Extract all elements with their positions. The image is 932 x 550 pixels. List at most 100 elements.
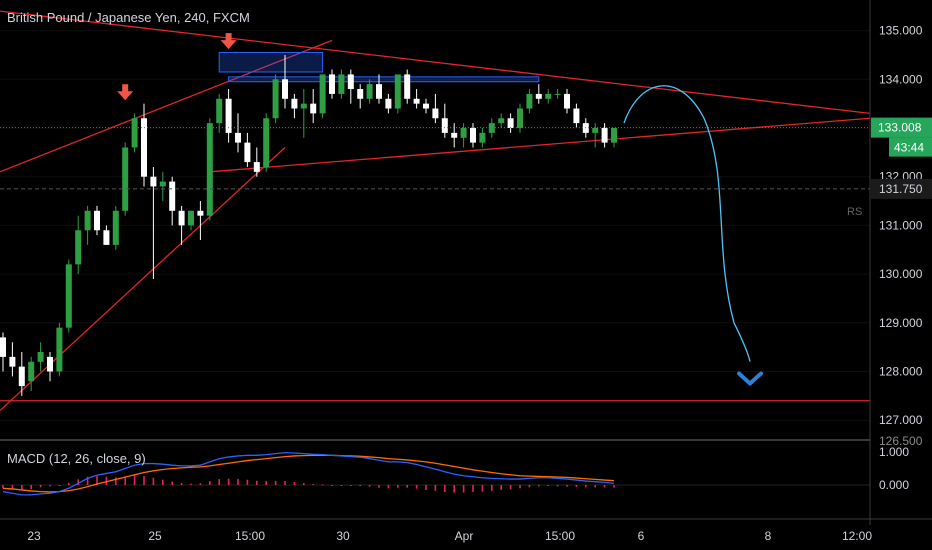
macd-histogram-bar (425, 485, 427, 490)
candle-body (479, 132, 486, 143)
macd-histogram-bar (340, 485, 343, 486)
candle (18, 352, 25, 396)
candle-body (601, 128, 608, 143)
candle-body (206, 123, 213, 216)
candle (404, 69, 411, 104)
candle-body (9, 356, 16, 367)
down-arrow-icon (220, 33, 237, 50)
candle-body (564, 93, 570, 109)
candle (460, 123, 467, 148)
candle (75, 215, 82, 275)
macd-histogram-bar (293, 482, 296, 485)
candle (282, 54, 288, 109)
candle (592, 123, 599, 148)
candle-body (535, 93, 542, 99)
candle (470, 123, 476, 148)
time-tick-label: 30 (336, 529, 350, 543)
macd-histogram-bar (406, 485, 408, 488)
candle (244, 132, 251, 167)
candle-body (498, 118, 505, 124)
macd-histogram-bar (500, 485, 502, 490)
candle-body (460, 128, 467, 138)
candle (394, 74, 401, 114)
candle (488, 118, 495, 138)
candle (28, 356, 35, 391)
macd-histogram-bar (209, 481, 211, 485)
candle (545, 89, 552, 104)
macd-histogram-bar (594, 485, 596, 488)
countdown-label: 43:44 (894, 141, 924, 155)
candle-body (282, 79, 288, 99)
candle-body (338, 74, 345, 94)
macd-histogram-bar (528, 485, 531, 488)
candle-body (272, 79, 279, 119)
macd-histogram-bar (462, 485, 465, 493)
signal-arrows (117, 33, 237, 101)
macd-histogram-bar (180, 483, 183, 485)
macd-histogram-bar (556, 485, 559, 487)
candle (451, 123, 458, 148)
arrow-head (117, 91, 134, 101)
candle (150, 166, 157, 279)
macd-histogram-bar (2, 485, 4, 489)
macd-histogram-bar (49, 485, 51, 487)
candle (366, 79, 373, 104)
macd-histogram-bar (265, 481, 267, 485)
candle-body (112, 210, 119, 245)
projection-path (623, 85, 763, 386)
candle (188, 210, 194, 231)
time-tick-label: 12:00 (842, 529, 872, 543)
candle-body (554, 93, 561, 95)
macd-histogram-bar (303, 483, 305, 485)
candle (507, 113, 514, 133)
price-tick-label: 129.000 (879, 316, 923, 330)
macd-histogram-bar (58, 485, 61, 486)
candle (611, 128, 617, 148)
macd-histogram-bar (434, 485, 437, 491)
candle-body (451, 132, 458, 138)
countdown-badge (889, 137, 932, 157)
macd-histogram-bar (86, 476, 89, 485)
trendline (0, 10, 871, 115)
macd-histogram-bar (509, 485, 512, 490)
candle-body (197, 210, 204, 216)
macd-histogram-bar (444, 485, 446, 492)
candle (347, 69, 354, 104)
macd-histogram-bar (133, 475, 136, 485)
macd-histogram-bar (143, 476, 145, 485)
candle (169, 176, 176, 226)
candle-body (47, 356, 53, 372)
macd-histogram-bar (68, 482, 70, 485)
candle-body (310, 103, 317, 114)
candle (84, 205, 91, 245)
candle (131, 113, 138, 153)
macd-histogram-bar (124, 476, 126, 485)
trendline (0, 39, 333, 173)
macd-histogram-bar (378, 485, 380, 488)
macd-histogram-bar (575, 485, 578, 487)
candle-body (28, 361, 35, 382)
grid (0, 30, 870, 421)
candle-body (319, 74, 326, 114)
candle-body (131, 118, 138, 148)
resistance-zone (218, 52, 324, 73)
candle (601, 123, 608, 148)
candle (141, 103, 147, 187)
candle (291, 93, 298, 119)
candle (526, 89, 533, 114)
macd-histogram-bar (274, 481, 277, 485)
rs-label: RS (847, 206, 862, 218)
macd-histogram-bar (39, 485, 42, 488)
macd-line (2, 452, 615, 496)
candle (112, 205, 119, 250)
candle (37, 342, 44, 372)
macd-histogram-bar (152, 477, 155, 485)
projection-curve (623, 85, 751, 362)
candle (310, 89, 317, 124)
candle (122, 142, 129, 216)
macd-histogram-bar (547, 485, 549, 486)
candle-body (225, 98, 232, 133)
macd-histogram-bar (519, 485, 521, 489)
macd-histogram-bar (199, 483, 202, 485)
